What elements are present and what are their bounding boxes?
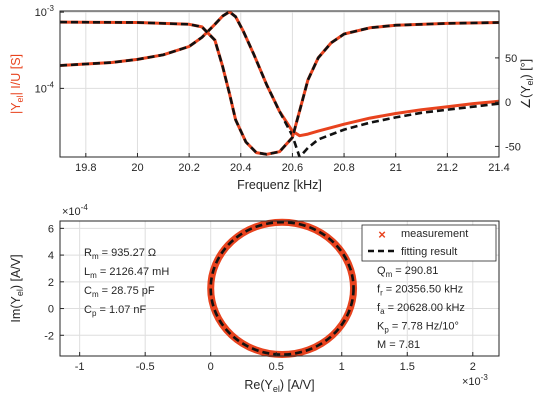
measurement-marker: × (257, 347, 263, 358)
nyquist-y-tick-label: 2 (48, 277, 54, 289)
bode-y-tick-label-right: 0 (505, 97, 511, 109)
legend-fit-label: fitting result (401, 246, 457, 258)
parameter-annotation: Kp = 7.78 Hz/10° (377, 321, 459, 335)
measurement-marker: × (321, 337, 327, 348)
nyquist-x-tick-label: 0.5 (269, 361, 284, 373)
nyquist-x-tick-label: 1 (339, 361, 345, 373)
parameter-annotation: fr = 20356.50 kHz (377, 284, 463, 298)
parameter-annotation: M = 7.81 (377, 339, 420, 351)
bode-x-axis-label: Frequenz [kHz] (237, 178, 322, 192)
bode-y-axis-label-right: ∠(Yel) [°] (519, 59, 535, 109)
legend: × measurement fitting result (361, 224, 497, 262)
nyquist-y-tick-label: 0 (48, 304, 54, 316)
bode-y-tick-label-right: -50 (505, 141, 521, 153)
measurement-marker: × (350, 277, 356, 288)
bode-x-tick-label: 20.4 (230, 162, 251, 174)
nyquist-y-tick-label: 6 (48, 223, 54, 235)
nyquist-x-ticks: -1 -0.5 0 0.5 1 1.5 2 (75, 352, 476, 373)
measurement-marker: × (231, 235, 237, 246)
bode-x-tick-label: 21.4 (488, 162, 509, 174)
measurement-marker: × (250, 223, 256, 234)
parameter-annotations-right: Qm = 290.81 fr = 20356.50 kHz fa = 20628.0… (377, 265, 465, 351)
nyquist-frame (59, 220, 500, 357)
parameter-annotations-left: Rm = 935.27 Ω Lm = 2126.47 mH Cm = 28.75 p… (84, 247, 169, 318)
measurement-marker: × (294, 219, 300, 230)
bode-y-axis-label-left: |Yel| I/U [S] (9, 54, 25, 114)
legend-measurement-label: measurement (401, 228, 468, 240)
measurement-marker: × (217, 251, 223, 262)
measurement-marker: × (237, 337, 243, 348)
parameter-annotation: Rm = 935.27 Ω (84, 247, 156, 261)
bode-y-tick-label-left: 10-3 (35, 4, 55, 19)
bode-plot-area (60, 11, 499, 157)
nyquist-x-tick-label: 0 (208, 361, 214, 373)
bode-x-tick-label: 20.6 (282, 162, 303, 174)
nyquist-y-tick-label: 4 (48, 250, 54, 262)
parameter-annotation: Qm = 290.81 (377, 265, 438, 279)
bode-x-ticks: 19.8 20 20.2 20.4 20.6 20.8 21 21.2 21.4 (75, 153, 510, 174)
nyquist-y-multiplier: ×10-4 (62, 203, 88, 218)
nyquist-x-tick-label: 2 (470, 361, 476, 373)
nyquist-x-tick-label: -0.5 (136, 361, 155, 373)
measurement-marker: × (272, 218, 278, 229)
measurement-marker: × (208, 291, 214, 302)
measurement-marker: × (350, 291, 356, 302)
nyquist-plot: ×××××××××××××××××××××××××××××××××××××× × ×… (9, 203, 500, 394)
bode-y-tick-label-right: 50 (505, 53, 517, 65)
measurement-marker: × (332, 240, 338, 251)
bode-x-tick-label: 20.2 (178, 162, 199, 174)
bode-x-tick-label: 20.8 (333, 162, 354, 174)
nyquist-x-tick-label: -1 (75, 361, 85, 373)
nyquist-x-tick-label: 1.5 (400, 361, 415, 373)
nyquist-y-tick-label: -2 (44, 330, 54, 342)
bode-y-tick-label-left: 10-4 (35, 80, 55, 95)
measurement-marker: × (344, 257, 350, 268)
bode-series (60, 11, 499, 157)
bode-plot: 19.8 20 20.2 20.4 20.6 20.8 21 21.2 21.4 10-310-… (9, 4, 535, 192)
measurement-marker: × (347, 304, 353, 315)
bode-frame (59, 10, 500, 158)
legend-measurement-marker: × (378, 227, 386, 242)
legend-box (361, 224, 497, 262)
measurement-marker: × (337, 323, 343, 334)
fit-circle (209, 220, 355, 356)
bode-x-tick-label: 21 (390, 162, 402, 174)
bode-x-tick-label: 19.8 (75, 162, 96, 174)
bode-x-tick-label: 20 (131, 162, 143, 174)
nyquist-x-multiplier: ×10-3 (462, 373, 488, 388)
nyquist-y-ticks: -2 0 2 4 6 (44, 223, 64, 342)
parameter-annotation: Cm = 28.75 pF (84, 285, 155, 299)
measurement-marker: × (221, 323, 227, 334)
bode-y-ticks-left: 10-3 10-4 (35, 4, 64, 95)
nyquist-x-axis-label: Re(Yel) [A/V] (244, 378, 314, 394)
measurement-marker: × (315, 227, 321, 238)
nyquist-series: ×××××××××××××××××××××××××××××××××××××× × ×… (207, 218, 358, 361)
parameter-annotation: fa = 20628.00 kHz (377, 302, 465, 316)
bode-series-line (60, 11, 499, 138)
bode-series-line (60, 20, 499, 156)
measurement-marker: × (211, 304, 217, 315)
parameter-annotation: Lm = 2126.47 mH (84, 266, 169, 280)
bode-y-ticks-right: -50 0 50 (495, 53, 521, 153)
measurement-marker: × (209, 270, 215, 281)
parameter-annotation: Cp = 1.07 nF (84, 304, 147, 318)
bode-x-tick-label: 21.2 (437, 162, 458, 174)
nyquist-y-axis-label: Im(Yel) [A/V] (9, 254, 25, 322)
measurement-marker: × (301, 347, 307, 358)
